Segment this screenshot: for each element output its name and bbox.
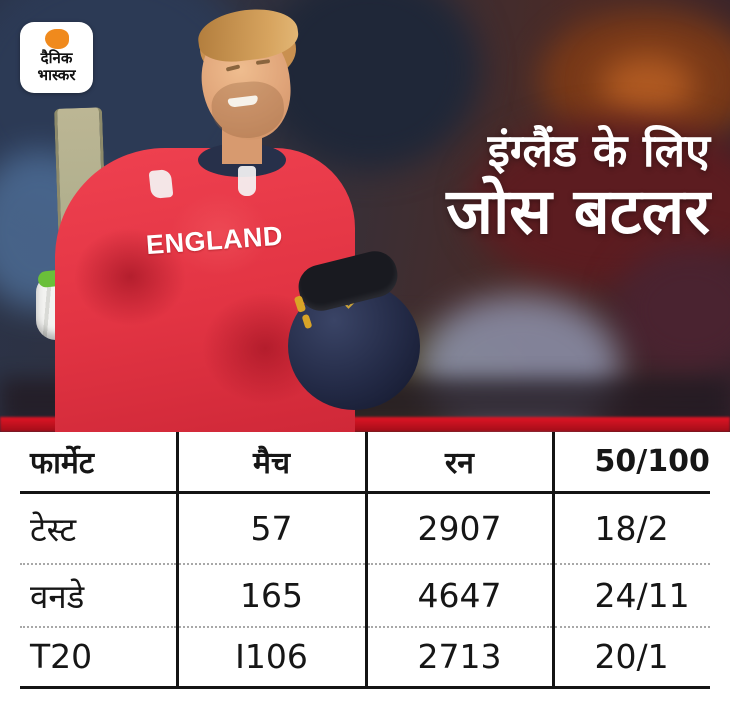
cell-format: T20	[20, 627, 179, 689]
cell-runs: 2907	[366, 492, 555, 565]
cell-format: टेस्ट	[20, 492, 179, 565]
england-crest-badge	[238, 166, 256, 196]
headline: इंग्लैंड के लिए जोस बटलर	[446, 126, 710, 248]
cell-matches: I106	[177, 627, 368, 689]
table-header-row: फार्मेट मैच रन 50/100	[20, 432, 710, 494]
t20-worldcup-badge	[148, 168, 174, 200]
column-header-matches: मैच	[177, 432, 368, 494]
cell-matches: 57	[177, 492, 368, 565]
dainik-bhaskar-logo: दैनिक भास्कर	[20, 22, 93, 93]
cell-runs: 2713	[366, 627, 555, 689]
crowd-blur-plum	[615, 245, 730, 375]
cell-50-100: 18/2	[553, 492, 710, 565]
table-row: T20 I106 2713 20/1	[20, 627, 710, 689]
table-row: वनडे 165 4647 24/11	[20, 564, 710, 628]
column-header-format: फार्मेट	[20, 432, 179, 494]
cell-format: वनडे	[20, 564, 179, 628]
cell-50-100: 24/11	[553, 564, 710, 628]
column-header-runs: रन	[366, 432, 555, 494]
column-header-50-100: 50/100	[553, 432, 710, 494]
stadium-photo: ENGLAND दैनिक भास्कर इंग्लैंड के लिए जोस…	[0, 0, 730, 432]
sun-icon	[44, 29, 69, 49]
crowd-blur-orange2	[600, 55, 695, 117]
stats-section: फार्मेट मैच रन 50/100 टेस्ट 57 2907 18/2…	[0, 432, 730, 707]
headline-title: जोस बटलर	[446, 174, 710, 248]
stats-table: फार्मेट मैच रन 50/100 टेस्ट 57 2907 18/2…	[20, 432, 710, 689]
cell-runs: 4647	[366, 564, 555, 628]
cell-50-100: 20/1	[553, 627, 710, 689]
cell-matches: 165	[177, 564, 368, 628]
logo-text-line2: भास्कर	[37, 65, 76, 84]
headline-subtitle: इंग्लैंड के लिए	[487, 124, 710, 177]
table-row: टेस्ट 57 2907 18/2	[20, 492, 710, 565]
logo-text-line1: दैनिक	[40, 49, 73, 67]
